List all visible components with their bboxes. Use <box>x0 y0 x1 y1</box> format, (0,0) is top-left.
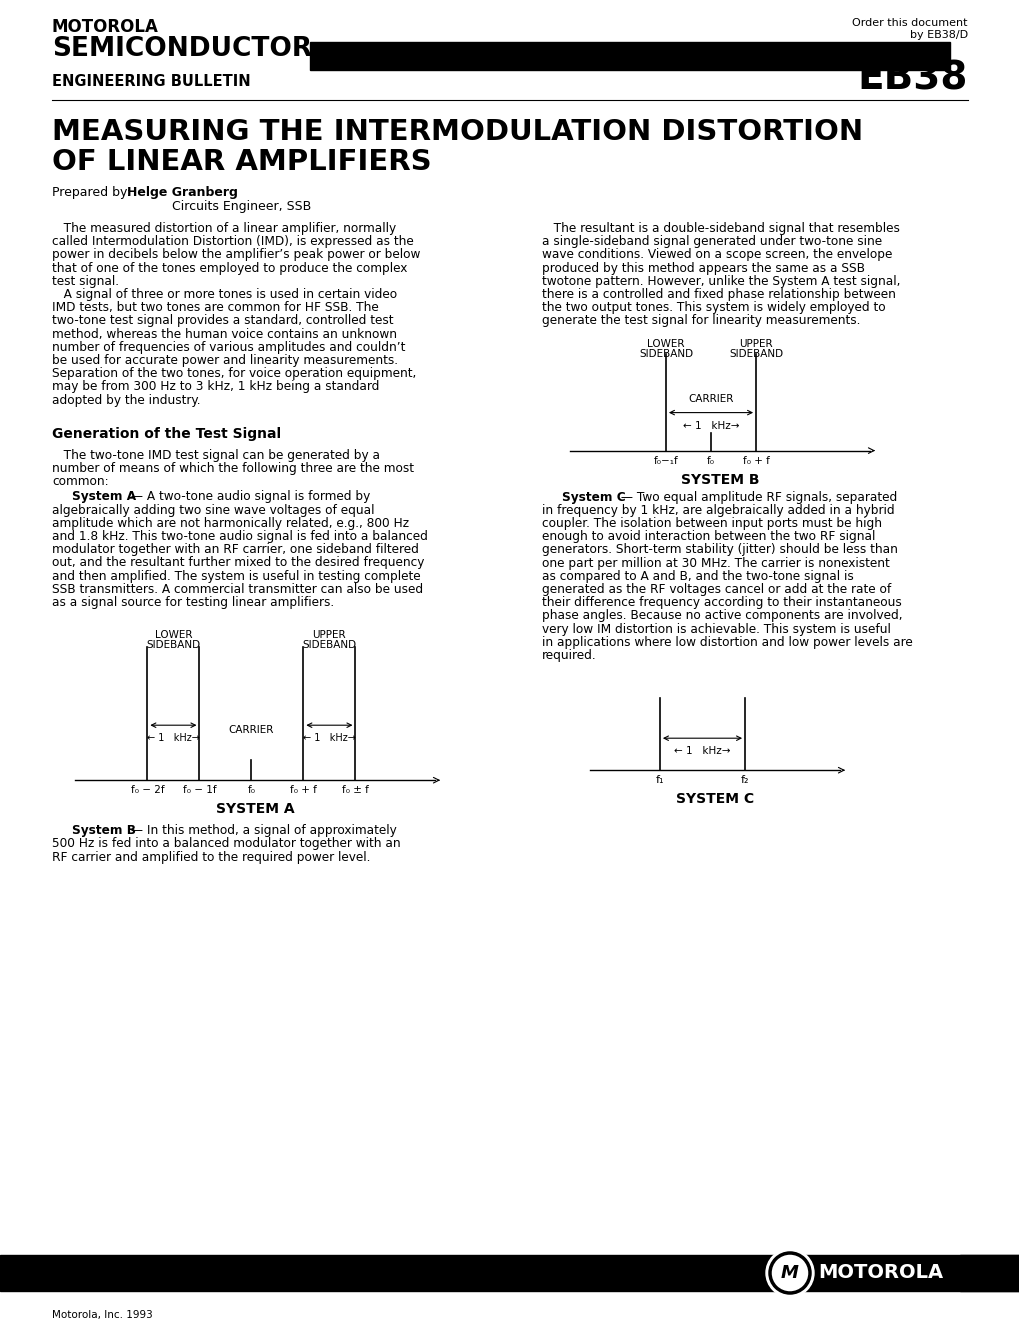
Text: one part per million at 30 MHz. The carrier is nonexistent: one part per million at 30 MHz. The carr… <box>541 557 889 570</box>
Text: phase angles. Because no active components are involved,: phase angles. Because no active componen… <box>541 610 902 623</box>
Text: f₀ − 2f: f₀ − 2f <box>130 785 164 795</box>
Text: a single-sideband signal generated under two-tone sine: a single-sideband signal generated under… <box>541 235 881 248</box>
Text: System A: System A <box>72 491 136 503</box>
Text: f₀ + f: f₀ + f <box>289 785 317 795</box>
Text: LOWER: LOWER <box>647 339 684 348</box>
Text: amplitude which are not harmonically related, e.g., 800 Hz: amplitude which are not harmonically rel… <box>52 517 409 529</box>
Text: and then amplified. The system is useful in testing complete: and then amplified. The system is useful… <box>52 570 420 582</box>
Text: LOWER: LOWER <box>155 630 192 640</box>
Text: method, whereas the human voice contains an unknown: method, whereas the human voice contains… <box>52 327 396 341</box>
Text: f₂: f₂ <box>740 775 749 785</box>
Text: and 1.8 kHz. This two-tone audio signal is fed into a balanced: and 1.8 kHz. This two-tone audio signal … <box>52 531 427 543</box>
Text: f₀ − 1f: f₀ − 1f <box>182 785 216 795</box>
Text: may be from 300 Hz to 3 kHz, 1 kHz being a standard: may be from 300 Hz to 3 kHz, 1 kHz being… <box>52 380 379 393</box>
Text: generated as the RF voltages cancel or add at the rate of: generated as the RF voltages cancel or a… <box>541 583 891 597</box>
Text: f₀ + f: f₀ + f <box>742 455 768 466</box>
Text: System C: System C <box>561 491 625 504</box>
Text: common:: common: <box>52 475 108 488</box>
Text: out, and the resultant further mixed to the desired frequency: out, and the resultant further mixed to … <box>52 557 424 569</box>
Text: SYSTEM A: SYSTEM A <box>215 803 294 816</box>
Text: be used for accurate power and linearity measurements.: be used for accurate power and linearity… <box>52 354 397 367</box>
Text: f₀−₁f: f₀−₁f <box>653 455 678 466</box>
Text: power in decibels below the amplifier’s peak power or below: power in decibels below the amplifier’s … <box>52 248 420 261</box>
Text: Circuits Engineer, SSB: Circuits Engineer, SSB <box>172 201 311 213</box>
Text: generators. Short-term stability (jitter) should be less than: generators. Short-term stability (jitter… <box>541 544 897 557</box>
Text: Prepared by:: Prepared by: <box>52 186 139 199</box>
Text: twotone pattern. However, unlike the System A test signal,: twotone pattern. However, unlike the Sys… <box>541 275 900 288</box>
Text: CARRIER: CARRIER <box>688 393 733 404</box>
Text: two-tone test signal provides a standard, controlled test: two-tone test signal provides a standard… <box>52 314 393 327</box>
Text: A signal of three or more tones is used in certain video: A signal of three or more tones is used … <box>52 288 396 301</box>
Text: RF carrier and amplified to the required power level.: RF carrier and amplified to the required… <box>52 850 370 863</box>
Text: SIDEBAND: SIDEBAND <box>638 348 692 359</box>
Text: their difference frequency according to their instantaneous: their difference frequency according to … <box>541 597 901 610</box>
Text: ENGINEERING BULLETIN: ENGINEERING BULLETIN <box>52 74 251 88</box>
Text: f₀: f₀ <box>248 785 255 795</box>
Text: SIDEBAND: SIDEBAND <box>729 348 783 359</box>
Text: the two output tones. This system is widely employed to: the two output tones. This system is wid… <box>541 301 884 314</box>
Text: MOTOROLA: MOTOROLA <box>817 1263 943 1283</box>
Text: IMD tests, but two tones are common for HF SSB. The: IMD tests, but two tones are common for … <box>52 301 378 314</box>
Text: OF LINEAR AMPLIFIERS: OF LINEAR AMPLIFIERS <box>52 148 431 176</box>
Text: Separation of the two tones, for voice operation equipment,: Separation of the two tones, for voice o… <box>52 367 416 380</box>
Text: SYSTEM B: SYSTEM B <box>680 473 758 487</box>
Text: The measured distortion of a linear amplifier, normally: The measured distortion of a linear ampl… <box>52 222 395 235</box>
Text: M: M <box>781 1265 798 1282</box>
Bar <box>310 42 949 70</box>
Text: EB38: EB38 <box>857 59 967 98</box>
Circle shape <box>765 1249 813 1298</box>
Text: — A two-tone audio signal is formed by: — A two-tone audio signal is formed by <box>127 491 370 503</box>
Text: Generation of the Test Signal: Generation of the Test Signal <box>52 426 281 441</box>
Text: ← 1   kHz→: ← 1 kHz→ <box>682 421 739 430</box>
Text: CARRIER: CARRIER <box>228 725 274 735</box>
Text: f₀: f₀ <box>706 455 714 466</box>
Text: Helge Granberg: Helge Granberg <box>127 186 237 199</box>
Text: ← 1   kHz→: ← 1 kHz→ <box>303 733 356 743</box>
Text: MOTOROLA: MOTOROLA <box>52 18 159 36</box>
Text: modulator together with an RF carrier, one sideband filtered: modulator together with an RF carrier, o… <box>52 544 419 556</box>
Text: UPPER: UPPER <box>312 630 345 640</box>
Text: Motorola, Inc. 1993: Motorola, Inc. 1993 <box>52 1309 153 1320</box>
Text: f₁: f₁ <box>655 775 663 785</box>
Text: produced by this method appears the same as a SSB: produced by this method appears the same… <box>541 261 864 275</box>
Text: coupler. The isolation between input ports must be high: coupler. The isolation between input por… <box>541 517 881 531</box>
Text: in frequency by 1 kHz, are algebraically added in a hybrid: in frequency by 1 kHz, are algebraically… <box>541 504 894 517</box>
Text: number of frequencies of various amplitudes and couldn’t: number of frequencies of various amplitu… <box>52 341 405 354</box>
Bar <box>959 1255 1019 1291</box>
Text: number of means of which the following three are the most: number of means of which the following t… <box>52 462 414 475</box>
Text: SYSTEM C: SYSTEM C <box>676 792 753 807</box>
Text: f₀ ± f: f₀ ± f <box>341 785 369 795</box>
Text: as a signal source for testing linear amplifiers.: as a signal source for testing linear am… <box>52 597 334 609</box>
Text: by EB38/D: by EB38/D <box>909 30 967 40</box>
Text: — In this method, a signal of approximately: — In this method, a signal of approximat… <box>127 824 396 837</box>
Bar <box>0 1255 1019 1291</box>
Text: SSB transmitters. A commercial transmitter can also be used: SSB transmitters. A commercial transmitt… <box>52 583 423 595</box>
Text: UPPER: UPPER <box>739 339 772 348</box>
Text: enough to avoid interaction between the two RF signal: enough to avoid interaction between the … <box>541 531 874 544</box>
Text: wave conditions. Viewed on a scope screen, the envelope: wave conditions. Viewed on a scope scree… <box>541 248 892 261</box>
Text: called Intermodulation Distortion (IMD), is expressed as the: called Intermodulation Distortion (IMD),… <box>52 235 414 248</box>
Text: SEMICONDUCTOR: SEMICONDUCTOR <box>52 36 312 62</box>
Text: there is a controlled and fixed phase relationship between: there is a controlled and fixed phase re… <box>541 288 895 301</box>
Text: required.: required. <box>541 649 596 663</box>
Text: The two-tone IMD test signal can be generated by a: The two-tone IMD test signal can be gene… <box>52 449 380 462</box>
Text: System B: System B <box>72 824 136 837</box>
Text: The resultant is a double-sideband signal that resembles: The resultant is a double-sideband signa… <box>541 222 899 235</box>
Text: adopted by the industry.: adopted by the industry. <box>52 393 201 407</box>
Text: SIDEBAND: SIDEBAND <box>302 640 356 651</box>
Text: MEASURING THE INTERMODULATION DISTORTION: MEASURING THE INTERMODULATION DISTORTION <box>52 117 862 147</box>
Text: very low IM distortion is achievable. This system is useful: very low IM distortion is achievable. Th… <box>541 623 890 636</box>
Text: that of one of the tones employed to produce the complex: that of one of the tones employed to pro… <box>52 261 407 275</box>
Text: 500 Hz is fed into a balanced modulator together with an: 500 Hz is fed into a balanced modulator … <box>52 837 400 850</box>
Text: in applications where low distortion and low power levels are: in applications where low distortion and… <box>541 636 912 649</box>
Text: as compared to A and B, and the two-tone signal is: as compared to A and B, and the two-tone… <box>541 570 853 583</box>
Text: ← 1   kHz→: ← 1 kHz→ <box>147 733 200 743</box>
Text: SIDEBAND: SIDEBAND <box>146 640 201 651</box>
Text: Order this document: Order this document <box>852 18 967 28</box>
Text: generate the test signal for linearity measurements.: generate the test signal for linearity m… <box>541 314 860 327</box>
Text: test signal.: test signal. <box>52 275 119 288</box>
Text: ← 1   kHz→: ← 1 kHz→ <box>674 746 730 756</box>
Text: — Two equal amplitude RF signals, separated: — Two equal amplitude RF signals, separa… <box>616 491 897 504</box>
Text: algebraically adding two sine wave voltages of equal: algebraically adding two sine wave volta… <box>52 504 374 516</box>
